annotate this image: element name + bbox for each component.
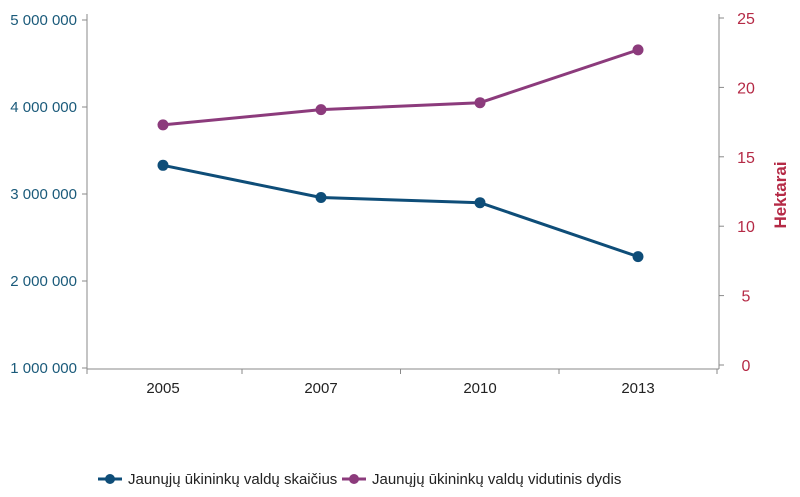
data-point <box>157 159 169 171</box>
y-right-tick-label: 20 <box>737 80 755 97</box>
axes <box>86 14 720 370</box>
y-right-tick-label: 5 <box>742 289 751 306</box>
legend-swatch-dot <box>105 474 115 484</box>
data-point <box>474 197 486 209</box>
series-line <box>162 163 639 259</box>
y-left-tick-label: 4 000 000 <box>10 99 77 116</box>
legend-label: Jaunųjų ūkininkų valdų skaičius <box>128 471 337 488</box>
data-point <box>632 44 644 56</box>
y-right-ticks: 25 20 15 10 5 0 <box>719 11 755 375</box>
x-tick-label: 2007 <box>304 380 337 397</box>
series-line <box>162 48 639 127</box>
data-point <box>315 104 327 116</box>
y-left-tick-label: 2 000 000 <box>10 273 77 290</box>
x-tick-label: 2005 <box>146 380 179 397</box>
data-point <box>632 251 644 263</box>
legend-item: Jaunųjų ūkininkų valdų vidutinis dydis <box>342 471 621 488</box>
series-layer <box>157 44 644 263</box>
y-right-tick-label: 25 <box>737 11 755 28</box>
y-right-tick-label: 0 <box>742 358 751 375</box>
x-tick-label: 2013 <box>621 380 654 397</box>
data-point <box>474 97 486 109</box>
legend-swatch-dot <box>349 474 359 484</box>
y-left-tick-label: 1 000 000 <box>10 360 77 377</box>
legend-item: Jaunųjų ūkininkų valdų skaičius <box>98 471 337 488</box>
x-ticks: 2005 2007 2010 2013 <box>86 369 718 397</box>
y-right-tick-label: 10 <box>737 219 755 236</box>
y-right-axis-title: Hektarai <box>771 161 790 228</box>
data-point <box>315 192 327 203</box>
legend-label: Jaunųjų ūkininkų valdų vidutinis dydis <box>372 471 621 488</box>
x-tick-label: 2010 <box>463 380 496 397</box>
y-left-tick-label: 3 000 000 <box>10 186 77 203</box>
series-1 <box>157 159 644 263</box>
y-right-tick-label: 15 <box>737 150 755 167</box>
y-left-ticks: 5 000 000 4 000 000 3 000 000 2 000 000 1 00… <box>10 12 87 377</box>
series-2 <box>157 44 644 131</box>
data-point <box>157 119 169 131</box>
y-left-tick-label: 5 000 000 <box>10 12 77 29</box>
legend: Jaunųjų ūkininkų valdų skaičius Jaunųjų ū… <box>98 471 621 488</box>
